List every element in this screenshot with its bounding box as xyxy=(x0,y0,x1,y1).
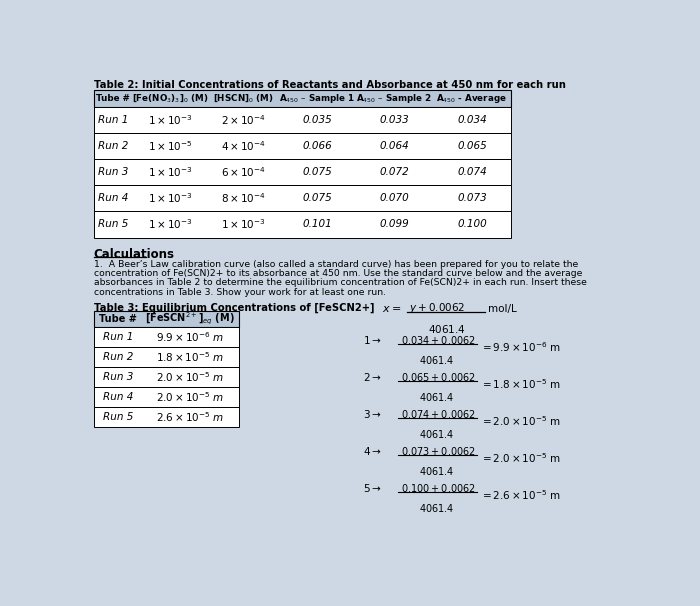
Text: Run 2: Run 2 xyxy=(102,352,133,362)
Text: $1 \times 10^{-3}$: $1 \times 10^{-3}$ xyxy=(148,218,192,231)
Text: 0.101: 0.101 xyxy=(302,219,332,230)
Text: $8 \times 10^{-4}$: $8 \times 10^{-4}$ xyxy=(220,191,266,205)
Text: Run 4: Run 4 xyxy=(102,392,133,402)
Text: $4061.4$: $4061.4$ xyxy=(419,502,455,514)
Text: $= 2.0 \times 10^{-5}$ m: $= 2.0 \times 10^{-5}$ m xyxy=(480,414,561,428)
Text: 0.073: 0.073 xyxy=(457,193,486,203)
Text: $1 \times 10^{-3}$: $1 \times 10^{-3}$ xyxy=(148,165,192,179)
Text: Calculations: Calculations xyxy=(94,248,175,261)
Text: 0.099: 0.099 xyxy=(379,219,410,230)
Bar xyxy=(94,347,239,367)
Text: 0.070: 0.070 xyxy=(379,193,410,203)
Text: mol/L: mol/L xyxy=(488,304,517,315)
Text: 0.100: 0.100 xyxy=(457,219,486,230)
Text: $0.034+0.0062$: $0.034+0.0062$ xyxy=(401,334,477,346)
Text: [HSCN]$_0$ (M): [HSCN]$_0$ (M) xyxy=(213,92,274,104)
Text: Run 3: Run 3 xyxy=(102,372,133,382)
Text: $3 \rightarrow$: $3 \rightarrow$ xyxy=(363,408,382,420)
Text: $6 \times 10^{-4}$: $6 \times 10^{-4}$ xyxy=(220,165,266,179)
Text: $2.0 \times 10^{-5}$ m: $2.0 \times 10^{-5}$ m xyxy=(156,390,224,404)
Text: Run 3: Run 3 xyxy=(98,167,128,177)
Bar xyxy=(94,90,510,107)
Text: Table 3: Equilibrium Concentrations of [FeSCN2+]: Table 3: Equilibrium Concentrations of [… xyxy=(94,303,374,313)
Text: $2 \times 10^{-4}$: $2 \times 10^{-4}$ xyxy=(220,113,266,127)
Text: 0.033: 0.033 xyxy=(379,115,410,125)
Text: $4 \rightarrow$: $4 \rightarrow$ xyxy=(363,445,382,457)
Bar xyxy=(94,133,510,159)
Text: $= 1.8 \times 10^{-5}$ m: $= 1.8 \times 10^{-5}$ m xyxy=(480,377,561,391)
Bar xyxy=(94,327,239,347)
Text: [FeSCN$^{2+}$]$_{eq}$ (M): [FeSCN$^{2+}$]$_{eq}$ (M) xyxy=(146,311,235,327)
Text: A$_{450}$ – Sample 2: A$_{450}$ – Sample 2 xyxy=(356,92,433,105)
Text: A$_{450}$ - Average: A$_{450}$ - Average xyxy=(436,92,508,105)
Text: $x = $: $x = $ xyxy=(382,304,401,315)
Text: absorbances in Table 2 to determine the equilibrium concentration of Fe(SCN)2+ i: absorbances in Table 2 to determine the … xyxy=(94,278,587,287)
Text: Run 2: Run 2 xyxy=(98,141,128,151)
Bar xyxy=(94,159,510,185)
Text: $5 \rightarrow$: $5 \rightarrow$ xyxy=(363,482,382,494)
Text: Tube #: Tube # xyxy=(99,314,136,324)
Text: concentration of Fe(SCN)2+ to its absorbance at 450 nm. Use the standard curve b: concentration of Fe(SCN)2+ to its absorb… xyxy=(94,269,582,278)
Text: $0.074+0.0062$: $0.074+0.0062$ xyxy=(401,408,477,420)
Text: $4061.4$: $4061.4$ xyxy=(419,428,455,440)
Text: Run 1: Run 1 xyxy=(102,332,133,342)
Text: $1 \times 10^{-3}$: $1 \times 10^{-3}$ xyxy=(148,113,192,127)
Text: Run 5: Run 5 xyxy=(102,412,133,422)
Text: $9.9 \times 10^{-6}$ m: $9.9 \times 10^{-6}$ m xyxy=(156,330,224,344)
Bar xyxy=(94,367,239,387)
Text: 0.075: 0.075 xyxy=(302,193,332,203)
Bar xyxy=(94,387,239,407)
Text: 0.066: 0.066 xyxy=(302,141,332,151)
Text: 0.075: 0.075 xyxy=(302,167,332,177)
Text: [Fe(NO$_3$)$_3$]$_0$ (M): [Fe(NO$_3$)$_3$]$_0$ (M) xyxy=(132,92,209,104)
Text: $4 \times 10^{-4}$: $4 \times 10^{-4}$ xyxy=(220,139,266,153)
Text: $2.6 \times 10^{-5}$ m: $2.6 \times 10^{-5}$ m xyxy=(156,410,224,424)
Text: $1.8 \times 10^{-5}$ m: $1.8 \times 10^{-5}$ m xyxy=(156,350,224,364)
Bar xyxy=(94,407,239,427)
Text: 0.065: 0.065 xyxy=(457,141,486,151)
Text: $4061.4$: $4061.4$ xyxy=(419,354,455,366)
Text: $0.100+0.0062$: $0.100+0.0062$ xyxy=(401,482,477,494)
Bar xyxy=(94,311,239,327)
Text: 0.074: 0.074 xyxy=(457,167,486,177)
Text: 0.034: 0.034 xyxy=(457,115,486,125)
Bar xyxy=(94,107,510,133)
Text: 0.064: 0.064 xyxy=(379,141,410,151)
Text: 0.072: 0.072 xyxy=(379,167,410,177)
Text: $4061.4$: $4061.4$ xyxy=(428,323,466,335)
Text: $4061.4$: $4061.4$ xyxy=(419,465,455,477)
Text: Tube #: Tube # xyxy=(96,94,130,102)
Text: Run 1: Run 1 xyxy=(98,115,128,125)
Text: $2.0 \times 10^{-5}$ m: $2.0 \times 10^{-5}$ m xyxy=(156,370,224,384)
Text: $1 \times 10^{-3}$: $1 \times 10^{-3}$ xyxy=(221,218,266,231)
Text: $= 2.0 \times 10^{-5}$ m: $= 2.0 \times 10^{-5}$ m xyxy=(480,451,561,465)
Text: Run 4: Run 4 xyxy=(98,193,128,203)
Text: $4061.4$: $4061.4$ xyxy=(419,391,455,403)
Text: Run 5: Run 5 xyxy=(98,219,128,230)
Bar xyxy=(94,211,510,238)
Text: $y + 0.0062$: $y + 0.0062$ xyxy=(409,301,466,315)
Text: 1.  A Beer’s Law calibration curve (also called a standard curve) has been prepa: 1. A Beer’s Law calibration curve (also … xyxy=(94,260,578,269)
Text: 0.035: 0.035 xyxy=(302,115,332,125)
Text: $0.065+0.0062$: $0.065+0.0062$ xyxy=(401,371,477,383)
Text: $= 2.6 \times 10^{-5}$ m: $= 2.6 \times 10^{-5}$ m xyxy=(480,488,561,502)
Bar xyxy=(94,185,510,211)
Text: $1 \times 10^{-3}$: $1 \times 10^{-3}$ xyxy=(148,191,192,205)
Text: $1 \times 10^{-5}$: $1 \times 10^{-5}$ xyxy=(148,139,193,153)
Text: $2 \rightarrow$: $2 \rightarrow$ xyxy=(363,371,382,383)
Text: $1 \rightarrow$: $1 \rightarrow$ xyxy=(363,334,382,346)
Text: $= 9.9 \times 10^{-6}$ m: $= 9.9 \times 10^{-6}$ m xyxy=(480,340,561,354)
Text: concentrations in Table 3. Show your work for at least one run.: concentrations in Table 3. Show your wor… xyxy=(94,288,386,296)
Text: $0.073+0.0062$: $0.073+0.0062$ xyxy=(401,445,477,457)
Text: A$_{450}$ – Sample 1: A$_{450}$ – Sample 1 xyxy=(279,92,355,105)
Text: Table 2: Initial Concentrations of Reactants and Absorbance at 450 nm for each r: Table 2: Initial Concentrations of React… xyxy=(94,81,566,90)
